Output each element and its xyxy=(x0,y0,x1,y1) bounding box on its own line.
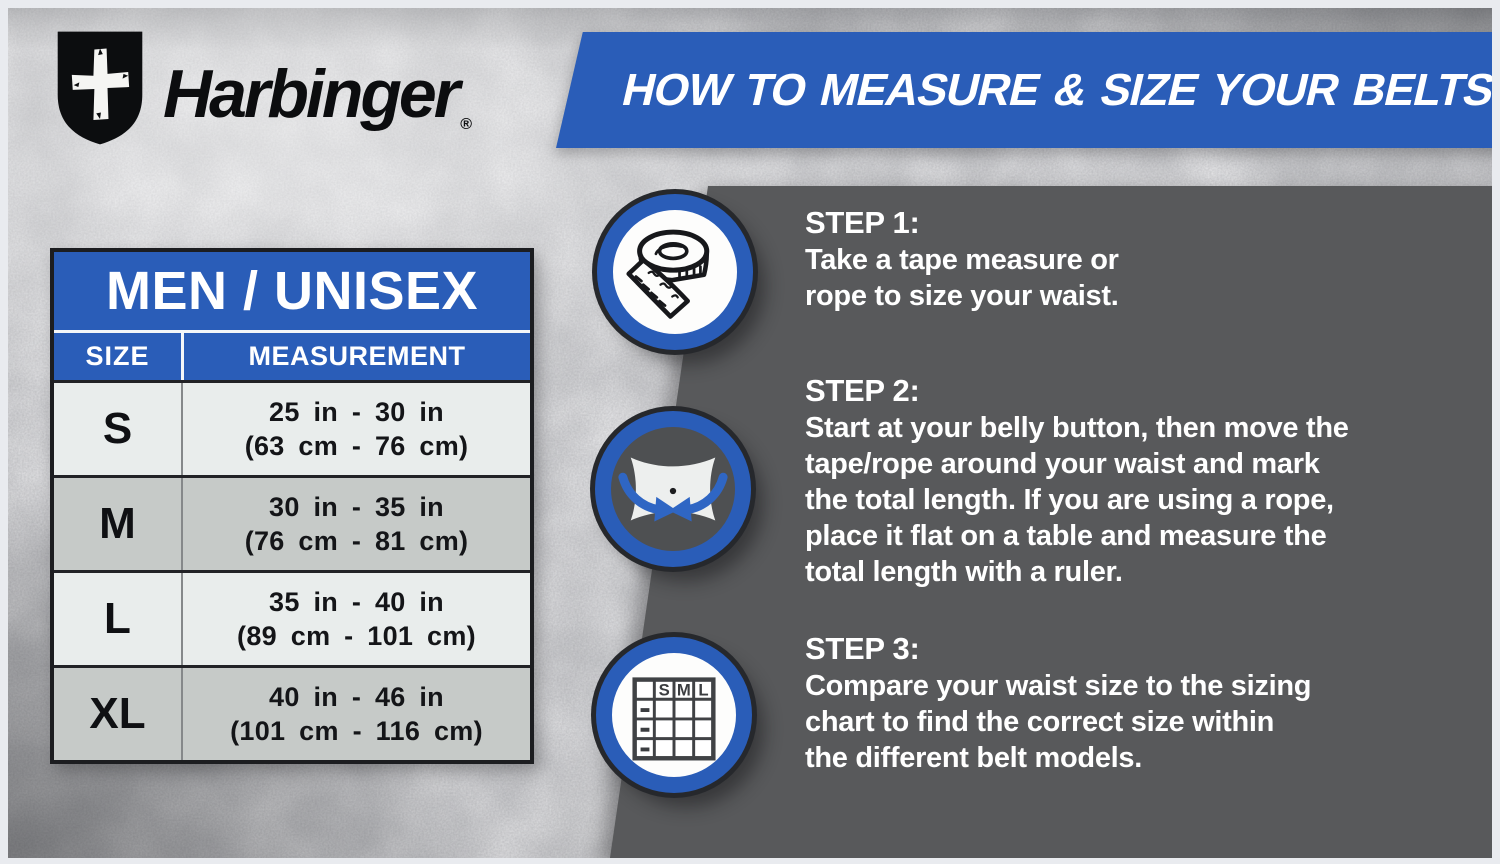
banner-title: HOW TO MEASURE & SIZE YOUR BELTS: xyxy=(617,64,1492,115)
waist-icon xyxy=(618,457,728,522)
table-row-s: S 25 in - 30 in (63 cm - 76 cm) xyxy=(54,380,530,475)
brand-name-text: Harbinger xyxy=(163,56,460,132)
measurement-cm: (76 cm - 81 cm) xyxy=(244,526,469,556)
registered-mark: ® xyxy=(460,116,472,133)
size-chart-icon: S M L xyxy=(632,677,716,761)
size-cell: S xyxy=(102,404,133,453)
measurement-cm: (89 cm - 101 cm) xyxy=(237,621,476,651)
size-cell: XL xyxy=(89,689,146,738)
table-separator xyxy=(54,330,530,333)
step3-badge: S M L xyxy=(596,637,752,793)
table-header-row: SIZE MEASUREMENT xyxy=(54,333,530,380)
table-title: MEN / UNISEX xyxy=(54,252,530,330)
measurement-cell: 25 in - 30 in (63 cm - 76 cm) xyxy=(181,383,530,475)
chart-label-l: L xyxy=(698,680,708,699)
tape-measure-icon xyxy=(626,229,710,319)
step-1-text: Take a tape measure or rope to size your… xyxy=(805,244,1119,312)
column-header-size: SIZE xyxy=(85,341,150,371)
measurement-cell: 35 in - 40 in (89 cm - 101 cm) xyxy=(181,573,530,665)
step2-badge xyxy=(595,411,751,567)
size-table: MEN / UNISEX SIZE MEASUREMENT S 25 in - … xyxy=(50,248,534,764)
step-2-label: STEP 2: xyxy=(805,373,920,408)
brand-logo: Harbinger ® xyxy=(53,26,472,156)
infographic-canvas: HOW TO MEASURE & SIZE YOUR BELTS: Harbin… xyxy=(8,8,1492,858)
size-cell: L xyxy=(104,594,131,643)
step-2: STEP 2: Start at your belly button, then… xyxy=(805,372,1455,590)
measurement-cell: 40 in - 46 in (101 cm - 116 cm) xyxy=(181,668,530,760)
step-3-text: Compare your waist size to the sizing ch… xyxy=(805,670,1312,774)
shield-cross-icon xyxy=(57,31,143,145)
step1-badge xyxy=(597,194,753,350)
measurement-inches: 25 in - 30 in xyxy=(269,397,444,427)
banner: HOW TO MEASURE & SIZE YOUR BELTS: xyxy=(556,32,1492,148)
measurement-inches: 30 in - 35 in xyxy=(269,492,444,522)
measurement-cm: (63 cm - 76 cm) xyxy=(244,431,469,461)
measurement-inches: 35 in - 40 in xyxy=(269,587,444,617)
step-3: STEP 3: Compare your waist size to the s… xyxy=(805,630,1455,776)
table-row-l: L 35 in - 40 in (89 cm - 101 cm) xyxy=(54,570,530,665)
step-3-label: STEP 3: xyxy=(805,631,920,666)
size-cell: M xyxy=(99,499,136,548)
column-header-measurement: MEASUREMENT xyxy=(181,333,530,380)
measurement-cell: 30 in - 35 in (76 cm - 81 cm) xyxy=(181,478,530,570)
chart-label-s: S xyxy=(659,680,670,699)
step-1: STEP 1: Take a tape measure or rope to s… xyxy=(805,204,1455,314)
table-row-m: M 30 in - 35 in (76 cm - 81 cm) xyxy=(54,475,530,570)
table-row-xl: XL 40 in - 46 in (101 cm - 116 cm) xyxy=(54,665,530,760)
measurement-inches: 40 in - 46 in xyxy=(269,682,444,712)
measurement-cm: (101 cm - 116 cm) xyxy=(230,716,483,746)
chart-label-m: M xyxy=(677,680,691,699)
step-2-text: Start at your belly button, then move th… xyxy=(805,412,1349,588)
brand-wordmark: Harbinger ® xyxy=(163,52,472,155)
step-1-label: STEP 1: xyxy=(805,205,920,240)
